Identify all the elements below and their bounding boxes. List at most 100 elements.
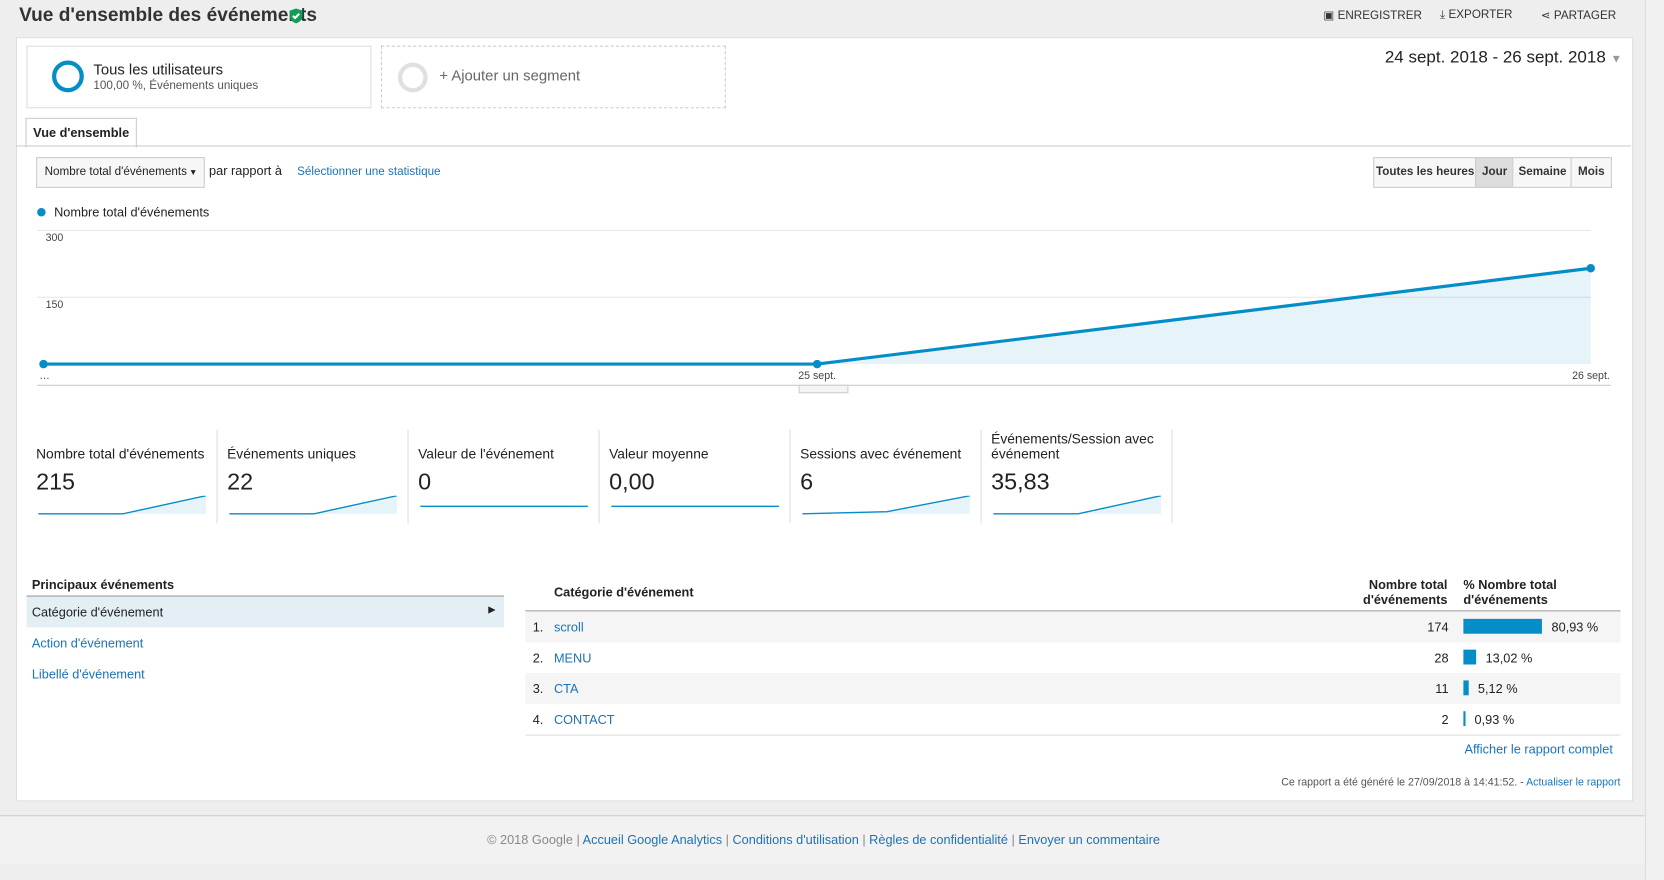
sparkline-line	[802, 495, 971, 515]
date-range-text: 24 sept. 2018 - 26 sept. 2018	[1384, 48, 1606, 67]
table-row: 4. CONTACT 2 0,93 %	[525, 703, 1621, 736]
export-label: EXPORTER	[1448, 8, 1513, 22]
x-tick-label: 26 sept.	[1572, 370, 1610, 382]
pct-bar	[1463, 649, 1477, 665]
pct-bar	[1463, 711, 1465, 727]
y-tick-label: 300	[46, 232, 64, 244]
metric-label: Sessions avec événement	[800, 445, 962, 462]
sparkline	[420, 505, 588, 508]
metric-value: 22	[227, 468, 254, 495]
sparkline-area	[38, 495, 206, 514]
metric: Événements/Session avec événement 35,83	[991, 429, 1173, 524]
verified-icon	[289, 8, 303, 24]
export-button[interactable]: ⤓ EXPORTER	[1440, 8, 1513, 22]
metric: Nombre total d'événements 215	[36, 429, 218, 524]
refresh-link[interactable]: Actualiser le rapport	[1526, 777, 1621, 789]
full-report-link[interactable]: Afficher le rapport complet	[1464, 741, 1613, 757]
sparkline	[229, 495, 398, 515]
pct-bar	[1463, 618, 1542, 634]
row-total: 174	[1427, 619, 1449, 635]
sparkline-area	[229, 495, 397, 514]
metric-label: Valeur de l'événement	[418, 445, 554, 462]
sparkline-line	[38, 495, 207, 515]
top-events-title: Principaux événements	[31, 577, 175, 593]
column-header: % Nombre total d'événements	[1463, 577, 1557, 608]
pct-label: 5,12 %	[1477, 681, 1518, 697]
top-event-selected[interactable]: Catégorie d'événement ▶	[26, 595, 505, 628]
metric-value: 0	[418, 468, 432, 495]
row-total: 2	[1441, 712, 1449, 728]
row-rank: 2.	[532, 650, 544, 666]
sparkline	[993, 495, 1162, 515]
page-title: Vue d'ensemble des événements	[19, 4, 318, 26]
sparkline	[802, 495, 971, 515]
add-ring	[397, 62, 428, 93]
save-button[interactable]: ▣ ENREGISTRER	[1323, 9, 1422, 23]
compare-label: par rapport à	[209, 163, 282, 179]
period-button[interactable]: Jour	[1475, 157, 1515, 188]
expand-handle[interactable]	[798, 384, 849, 394]
metric-value: 35,83	[991, 468, 1050, 495]
metric-label: Événements/Session avec événement	[991, 430, 1154, 462]
metric: Sessions avec événement 6	[800, 429, 982, 524]
row-rank: 3.	[532, 681, 544, 697]
legend-label: Nombre total d'événements	[54, 205, 209, 220]
row-total: 28	[1434, 650, 1449, 666]
share-button[interactable]: ⋖ PARTAGER	[1540, 9, 1617, 23]
copyright: © 2018 Google	[487, 832, 573, 848]
select-metric-link[interactable]: Sélectionner une statistique	[297, 165, 441, 179]
column-header: Catégorie d'événement	[553, 584, 694, 600]
table-header	[525, 573, 1621, 612]
period-button[interactable]: Semaine	[1512, 157, 1573, 188]
footer-text: © 2018 Google | Accueil Google Analytics…	[487, 832, 1160, 848]
segment-name: Tous les utilisateurs	[93, 60, 224, 78]
top-event-item: Catégorie d'événement	[31, 605, 164, 620]
row-name[interactable]: scroll	[553, 619, 584, 635]
scrollbar[interactable]	[1644, 0, 1664, 880]
y-tick-label: 150	[46, 299, 64, 311]
overview-tab[interactable]: Vue d'ensemble	[25, 117, 137, 148]
sparkline	[611, 505, 779, 508]
table-row: 3. CTA 11 5,12 %	[525, 672, 1621, 705]
row-name[interactable]: MENU	[553, 650, 592, 666]
metric-label: Valeur moyenne	[609, 445, 709, 462]
row-rank: 4.	[532, 712, 544, 728]
point	[1586, 263, 1595, 273]
footer-link[interactable]: Règles de confidentialité	[869, 832, 1008, 848]
table-row: 1. scroll 174 80,93 %	[525, 611, 1621, 644]
metric-value: 0,00	[609, 468, 655, 495]
point	[39, 359, 48, 369]
tab-line	[15, 145, 1632, 147]
segment-card[interactable]: Tous les utilisateurs 100,00 %, Événemen…	[26, 45, 372, 109]
metric-label: Événements uniques	[227, 445, 356, 462]
add-segment[interactable]: + Ajouter un segment	[380, 45, 726, 109]
period-button[interactable]: Toutes les heures	[1373, 157, 1478, 188]
top-event-item[interactable]: Libellé d'événement	[31, 666, 145, 682]
metric-value: 6	[800, 468, 814, 495]
pct-label: 80,93 %	[1551, 619, 1599, 635]
footer-link[interactable]: Envoyer un commentaire	[1018, 832, 1160, 848]
footer	[0, 815, 1645, 865]
point	[812, 359, 822, 369]
row-total: 11	[1435, 681, 1449, 697]
pct-label: 13,02 %	[1485, 650, 1533, 666]
x-tick-label: 25 sept.	[798, 370, 836, 382]
metric: Événements uniques 22	[227, 429, 409, 524]
legend-dot	[37, 208, 46, 217]
row-name[interactable]: CTA	[553, 681, 579, 697]
row-name[interactable]: CONTACT	[553, 712, 615, 728]
metric-select-text: Nombre total d'événements	[44, 165, 187, 179]
footer-link[interactable]: Conditions d'utilisation	[732, 832, 859, 848]
metric-value: 215	[36, 468, 76, 495]
metric-select[interactable]: Nombre total d'événements ▼	[36, 157, 205, 188]
top-event-item[interactable]: Action d'événement	[31, 635, 144, 651]
segment-ring	[51, 60, 84, 93]
sparkline	[38, 495, 207, 515]
sparkline-line	[993, 495, 1162, 515]
pct-label: 0,93 %	[1474, 712, 1515, 728]
period-button[interactable]: Mois	[1570, 157, 1612, 188]
footer-link[interactable]: Accueil Google Analytics	[582, 832, 723, 848]
date-range[interactable]: 24 sept. 2018 - 26 sept. 2018 ▼	[1384, 48, 1623, 67]
save-label: ENREGISTRER	[1337, 9, 1422, 23]
